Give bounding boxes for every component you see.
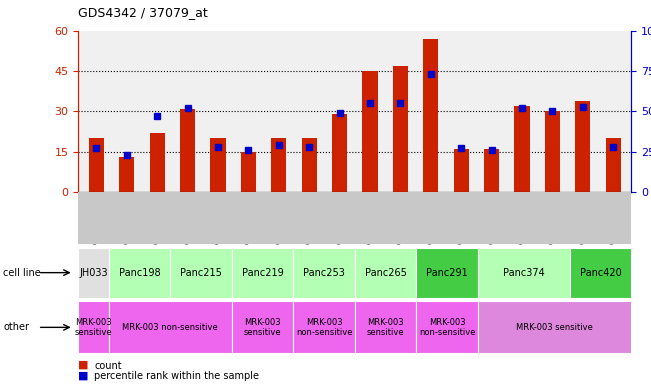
Text: MRK-003
non-sensitive: MRK-003 non-sensitive [296, 318, 352, 337]
Bar [454, 149, 469, 192]
Bar [150, 133, 165, 192]
Text: MRK-003
sensitive: MRK-003 sensitive [243, 318, 281, 337]
Text: Panc253: Panc253 [303, 268, 345, 278]
Bar [210, 138, 226, 192]
Bar [89, 138, 104, 192]
Bar [332, 114, 347, 192]
Text: MRK-003 sensitive: MRK-003 sensitive [516, 323, 593, 332]
Text: count: count [94, 361, 122, 371]
Text: cell line: cell line [3, 268, 41, 278]
Bar [393, 66, 408, 192]
Bar [484, 149, 499, 192]
Text: Panc219: Panc219 [242, 268, 283, 278]
Text: MRK-003
sensitive: MRK-003 sensitive [75, 318, 113, 337]
Bar [241, 152, 256, 192]
Bar [605, 138, 621, 192]
Text: Panc198: Panc198 [118, 268, 160, 278]
Bar [514, 106, 530, 192]
Text: Panc265: Panc265 [365, 268, 406, 278]
Bar [301, 138, 317, 192]
Bar [271, 138, 286, 192]
Bar [423, 39, 438, 192]
Text: MRK-003
non-sensitive: MRK-003 non-sensitive [419, 318, 475, 337]
Bar [119, 157, 134, 192]
Text: ■: ■ [78, 360, 89, 370]
Text: JH033: JH033 [79, 268, 108, 278]
Bar [575, 101, 590, 192]
Text: GDS4342 / 37079_at: GDS4342 / 37079_at [78, 6, 208, 19]
Text: other: other [3, 322, 29, 333]
Text: percentile rank within the sample: percentile rank within the sample [94, 371, 259, 381]
Bar [545, 111, 560, 192]
Text: MRK-003
sensitive: MRK-003 sensitive [367, 318, 404, 337]
Bar [180, 109, 195, 192]
Text: Panc215: Panc215 [180, 268, 222, 278]
Text: Panc420: Panc420 [580, 268, 622, 278]
Bar [363, 71, 378, 192]
Text: Panc374: Panc374 [503, 268, 545, 278]
Text: Panc291: Panc291 [426, 268, 468, 278]
Text: ■: ■ [78, 370, 89, 380]
Text: MRK-003 non-sensitive: MRK-003 non-sensitive [122, 323, 218, 332]
